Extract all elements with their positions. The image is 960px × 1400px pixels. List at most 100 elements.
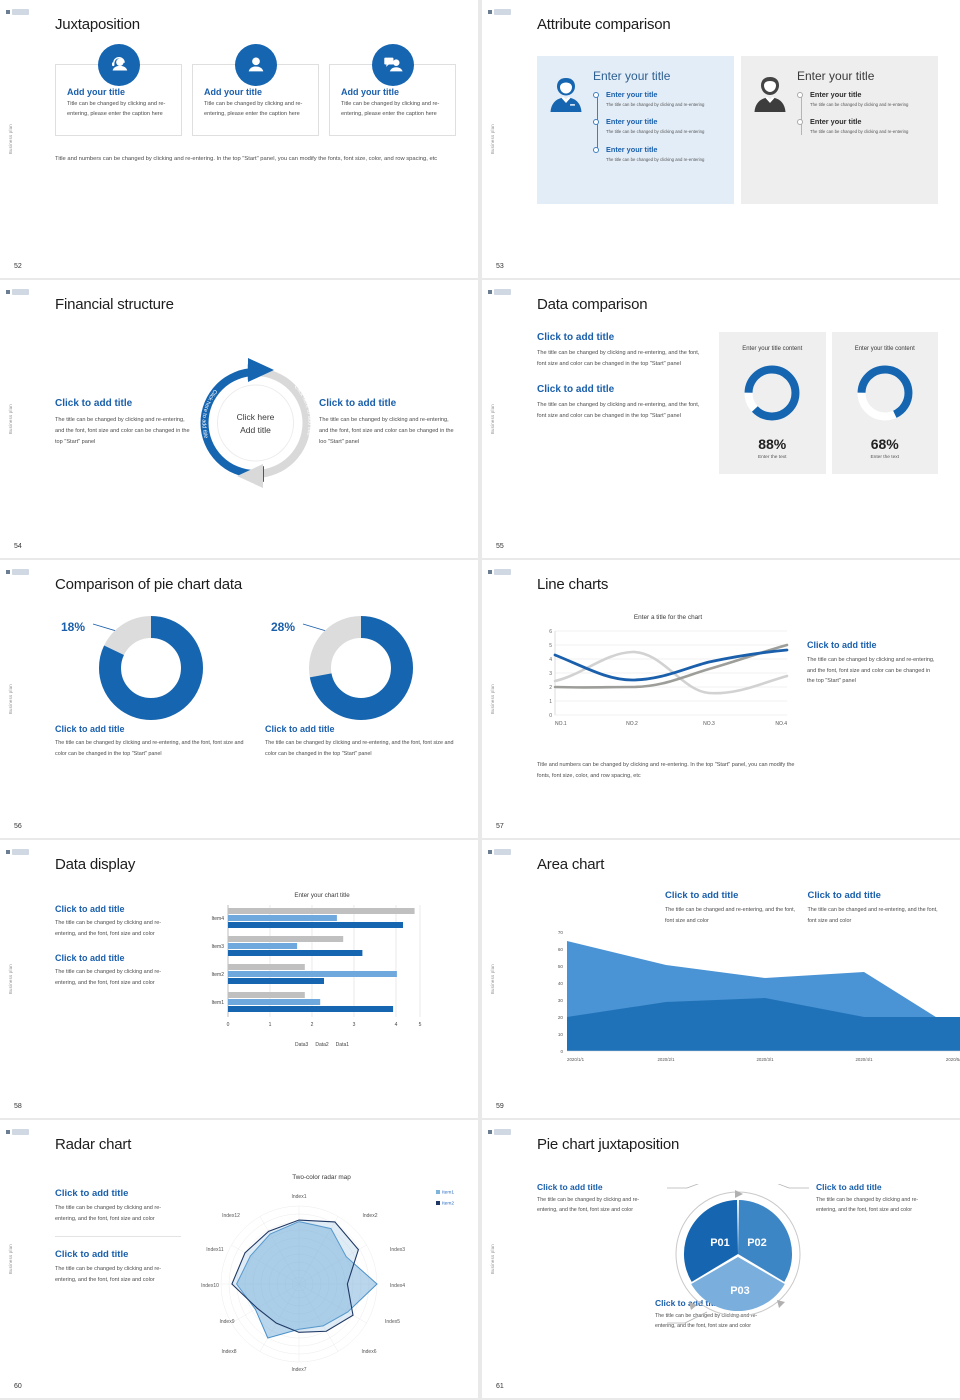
svg-text:2: 2	[311, 1022, 314, 1028]
block-body: The title can be changed by clicking and…	[319, 417, 454, 445]
timeline-item[interactable]: Enter your title The title can be change…	[593, 90, 722, 108]
sidebar-vertical-label: Business plan	[490, 1244, 495, 1274]
bar-chart: Enter your chart title	[188, 892, 456, 1048]
slide-footnote: Title and numbers can be changed by clic…	[537, 762, 795, 779]
callout-top-left[interactable]: Click to add title The title can be chan…	[537, 1182, 659, 1215]
legend-item-data3: Data3	[294, 1042, 309, 1048]
slide-data-display[interactable]: Business plan 58 Data display Click to a…	[0, 840, 478, 1118]
svg-text:2020/2/1: 2020/2/1	[657, 1057, 675, 1062]
block-title: Click to add title	[807, 890, 881, 901]
financial-right-block[interactable]: Click to add title The title can be chan…	[319, 398, 456, 448]
block-title: Click to add title	[55, 398, 133, 410]
slide-line-charts[interactable]: Business plan 57 Line charts Enter a tit…	[482, 560, 960, 838]
brand-logo-icon	[488, 288, 514, 296]
block-body: The title can be changed by clicking and…	[655, 1313, 758, 1330]
feature-card[interactable]: Add your title Title can be changed by c…	[192, 44, 319, 136]
page-title: Financial structure	[55, 296, 174, 313]
svg-text:2020/1/1: 2020/1/1	[567, 1057, 585, 1062]
chart-legend: Item1 Item2	[436, 1190, 454, 1211]
sidebar-vertical-label: Business plan	[8, 1244, 13, 1274]
page-title: Line charts	[537, 576, 609, 593]
block-title: Click to add title	[55, 953, 125, 964]
brand-logo-icon	[488, 568, 514, 576]
feature-card-title: Add your title	[341, 87, 399, 97]
text-block[interactable]: Click to add title The title can be chan…	[55, 1249, 181, 1285]
gauge-card[interactable]: Enter your title content 68% Enter the t…	[831, 332, 938, 474]
text-block[interactable]: Click to add title The title can be chan…	[808, 890, 939, 926]
cycle-diagram: Click here to add title Click here to ad…	[198, 348, 313, 498]
page-title: Data comparison	[537, 296, 648, 313]
block-body: The title can be changed by clicking and…	[537, 1197, 640, 1214]
svg-text:Index12: Index12	[222, 1213, 240, 1219]
block-body: The title can be changed by clicking and…	[816, 1197, 919, 1214]
timeline-dot-icon	[593, 92, 599, 98]
chart-title: Two-color radar map	[292, 1174, 351, 1181]
timeline-item[interactable]: Enter your title The title can be change…	[593, 117, 722, 135]
block-body: The title can be changed and re-entering…	[665, 907, 796, 924]
brand-logo-icon	[6, 568, 32, 576]
slide-radar-chart[interactable]: Business plan 60 Radar chart Click to ad…	[0, 1120, 478, 1398]
text-block[interactable]: Click to add title The title can be chan…	[807, 614, 938, 744]
brand-logo-icon	[6, 1128, 32, 1136]
text-block[interactable]: Click to add title The title can be chan…	[537, 384, 707, 422]
svg-text:NO.1: NO.1	[555, 721, 567, 727]
page-number: 53	[496, 263, 504, 270]
page-title: Radar chart	[55, 1136, 132, 1153]
text-block[interactable]: Click to add title The title can be chan…	[665, 890, 796, 926]
slide-financial-structure[interactable]: Business plan 54 Financial structure Cli…	[0, 280, 478, 558]
timeline-item-body: The title can be changed by clicking and…	[606, 102, 705, 107]
callout-top-right[interactable]: Click to add title The title can be chan…	[816, 1182, 938, 1215]
text-block[interactable]: Click to add title The title can be chan…	[55, 1188, 181, 1224]
donut-chart-28	[302, 616, 413, 720]
timeline-item-body: The title can be changed by clicking and…	[810, 129, 909, 135]
text-block[interactable]: Click to add title The title can be chan…	[537, 332, 707, 370]
block-title: Click to add title	[55, 904, 125, 914]
svg-text:1: 1	[549, 699, 552, 705]
svg-text:6: 6	[549, 629, 552, 635]
svg-text:0: 0	[549, 713, 552, 719]
block-body: The title can be changed by clicking and…	[537, 401, 700, 419]
brand-logo-icon	[6, 288, 32, 296]
slide-juxtaposition[interactable]: Business plan 52 Juxtaposition Add your …	[0, 0, 478, 278]
svg-text:Index11: Index11	[206, 1247, 224, 1253]
feature-card[interactable]: Add your title Title can be changed by c…	[329, 44, 456, 136]
attribute-panel-secondary[interactable]: Enter your title Enter your title The ti…	[741, 56, 938, 204]
woman-avatar-icon	[549, 69, 585, 191]
svg-text:50: 50	[558, 964, 564, 969]
financial-left-block[interactable]: Click to add title The title can be chan…	[55, 398, 192, 448]
slide-pie-comparison[interactable]: Business plan 56 Comparison of pie chart…	[0, 560, 478, 838]
callout-bottom[interactable]: Click to add title The title can be chan…	[655, 1298, 777, 1331]
block-title: Click to add title	[537, 383, 615, 395]
svg-text:0: 0	[560, 1049, 563, 1054]
timeline-item[interactable]: Enter your title The title can be change…	[797, 90, 926, 108]
slide-data-comparison[interactable]: Business plan 55 Data comparison Click t…	[482, 280, 960, 558]
text-block[interactable]: Click to add title The title can be chan…	[55, 904, 180, 939]
feature-card[interactable]: Add your title Title can be changed by c…	[55, 44, 182, 136]
slide-pie-juxtaposition[interactable]: Business plan 61 Pie chart juxtaposition…	[482, 1120, 960, 1398]
timeline-item-title: Enter your title	[810, 90, 862, 99]
svg-text:20: 20	[558, 1015, 564, 1020]
svg-text:30: 30	[558, 998, 564, 1003]
timeline-item-title: Enter your title	[810, 117, 862, 127]
page-title: Pie chart juxtaposition	[537, 1136, 680, 1153]
svg-text:3: 3	[549, 671, 552, 677]
svg-text:5: 5	[419, 1022, 422, 1028]
donut-block[interactable]: 18% Click to add title The title can be …	[55, 614, 255, 759]
timeline-item[interactable]: Enter your title The title can be change…	[593, 145, 722, 163]
timeline-item[interactable]: Enter your title The title can be change…	[797, 117, 926, 135]
page-title: Attribute comparison	[537, 16, 671, 33]
page-number: 61	[496, 1383, 504, 1390]
donut-gauge-88	[744, 365, 800, 421]
slide-attribute-comparison[interactable]: Business plan 53 Attribute comparison En…	[482, 0, 960, 278]
gauge-card[interactable]: Enter your title content 88% Enter the t…	[719, 332, 826, 474]
svg-text:Index2: Index2	[362, 1213, 377, 1219]
svg-text:2: 2	[549, 685, 552, 691]
text-block[interactable]: Click to add title The title can be chan…	[55, 953, 180, 988]
page-number: 59	[496, 1103, 504, 1110]
donut-block[interactable]: 28% Click to add title The title can be …	[265, 614, 465, 759]
slide-area-chart[interactable]: Business plan 59 Area chart Click to add…	[482, 840, 960, 1118]
sidebar-vertical-label: Business plan	[490, 964, 495, 994]
svg-text:2020/4/1: 2020/4/1	[855, 1057, 873, 1062]
cycle-center-line2: Add title	[240, 425, 271, 435]
attribute-panel-primary[interactable]: Enter your title Enter your title The ti…	[537, 56, 734, 204]
